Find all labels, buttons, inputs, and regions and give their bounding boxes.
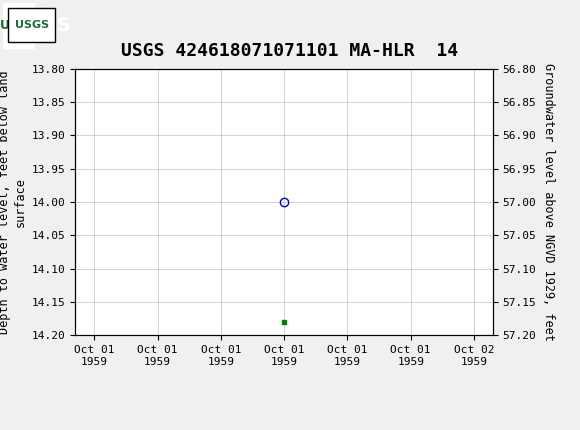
Text: USGS: USGS — [15, 20, 49, 30]
Text: USGS 424618071071101 MA-HLR  14: USGS 424618071071101 MA-HLR 14 — [121, 42, 459, 60]
FancyBboxPatch shape — [8, 8, 55, 42]
Text: USGS: USGS — [12, 16, 71, 35]
Y-axis label: Depth to water level, feet below land
surface: Depth to water level, feet below land su… — [0, 70, 26, 334]
Text: USGS: USGS — [0, 19, 38, 32]
Y-axis label: Groundwater level above NGVD 1929, feet: Groundwater level above NGVD 1929, feet — [542, 63, 555, 341]
Bar — [3, 3, 35, 49]
